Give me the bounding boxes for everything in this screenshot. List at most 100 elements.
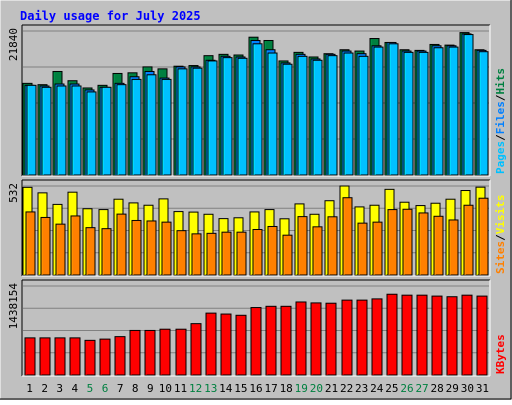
x-axis: 1 2 3 4 5 6 7 8 9 10 11 12 13 14 15 16 17 18 19 20 21 22 23 24 2… (26, 382, 489, 395)
bar-pages-day-29 (448, 46, 459, 176)
chart-title: Daily usage for July 2025 (20, 9, 201, 23)
y-max-label: 1438154 (7, 283, 20, 330)
x-tick-label-day-27: 27 (415, 382, 428, 395)
panel-kbytes: 1438154 KBytes (7, 279, 507, 377)
x-tick-label-day-17: 17 (264, 382, 277, 395)
bar-kbytes-day-30 (461, 294, 473, 376)
bar-sites-day-20 (312, 226, 323, 276)
bar-kbytes-day-17 (265, 305, 277, 376)
x-tick-label-day-12: 12 (189, 382, 202, 395)
bar-kbytes-day-28 (431, 295, 443, 376)
x-tick-label-day-28: 28 (431, 382, 444, 395)
bar-pages-day-23 (358, 55, 369, 176)
x-tick-label-day-2: 2 (41, 382, 48, 395)
bar-kbytes-day-3 (54, 337, 66, 376)
x-tick-label-day-10: 10 (159, 382, 172, 395)
x-tick-label-day-24: 24 (370, 382, 384, 395)
bar-sites-day-24 (372, 221, 383, 276)
bar-sites-day-6 (101, 228, 112, 276)
bar-pages-day-22 (343, 52, 354, 176)
legend-item: / (494, 234, 507, 241)
x-tick-label-day-3: 3 (56, 382, 63, 395)
bar-kbytes-day-31 (476, 295, 488, 376)
bar-sites-day-5 (85, 227, 96, 276)
legend-item: / (494, 134, 507, 141)
bar-kbytes-day-20 (310, 302, 322, 376)
bar-sites-day-22 (342, 197, 353, 276)
bar-pages-day-17 (267, 52, 278, 176)
bar-pages-day-9 (146, 74, 157, 176)
bar-sites-day-31 (478, 197, 489, 276)
x-tick-label-day-29: 29 (446, 382, 459, 395)
x-tick-label-day-4: 4 (72, 382, 79, 395)
bar-sites-day-30 (463, 204, 474, 276)
panels-layer: 21840Pages/Files/Hits532Sites/Visits1438… (7, 24, 507, 377)
bar-sites-day-28 (433, 215, 444, 276)
bar-sites-day-15 (236, 231, 247, 276)
legend-item: KBytes (494, 334, 507, 374)
x-tick-label-day-1: 1 (26, 382, 33, 395)
bar-pages-day-21 (327, 55, 338, 176)
bar-sites-day-3 (55, 223, 66, 276)
legend-item: Sites (494, 241, 507, 274)
bar-pages-day-10 (161, 78, 172, 176)
bar-pages-day-19 (297, 55, 308, 176)
bar-kbytes-day-4 (69, 337, 81, 376)
bar-kbytes-day-26 (401, 294, 413, 376)
bar-pages-day-13 (207, 60, 218, 176)
bar-pages-day-8 (131, 78, 142, 176)
bar-kbytes-day-27 (416, 294, 428, 376)
bar-sites-day-17 (267, 225, 278, 276)
bar-pages-day-4 (71, 85, 82, 176)
bar-sites-day-9 (146, 220, 157, 276)
bar-kbytes-day-22 (341, 299, 353, 376)
x-tick-label-day-11: 11 (174, 382, 187, 395)
bar-sites-day-12 (191, 233, 202, 276)
bar-kbytes-day-13 (205, 312, 217, 376)
x-tick-label-day-14: 14 (219, 382, 233, 395)
bar-kbytes-day-12 (190, 323, 202, 376)
x-tick-label-day-20: 20 (310, 382, 323, 395)
bar-sites-day-13 (206, 232, 217, 276)
bar-kbytes-day-11 (175, 328, 187, 376)
bar-sites-day-11 (176, 230, 187, 276)
x-tick-label-day-31: 31 (476, 382, 489, 395)
bar-kbytes-day-10 (159, 328, 171, 376)
x-tick-label-day-30: 30 (461, 382, 474, 395)
bar-pages-day-27 (418, 51, 429, 176)
bar-kbytes-day-19 (295, 301, 307, 376)
panel-hits_files_pages: 21840 Pages/Files/Hits (7, 24, 507, 177)
bar-pages-day-24 (373, 46, 384, 176)
bar-sites-day-23 (357, 222, 368, 276)
x-tick-label-day-13: 13 (204, 382, 217, 395)
x-tick-label-day-19: 19 (295, 382, 308, 395)
bar-pages-day-26 (403, 51, 414, 176)
bar-sites-day-10 (161, 221, 172, 276)
bar-kbytes-day-6 (99, 338, 111, 376)
bar-pages-day-5 (86, 91, 97, 176)
bar-pages-day-25 (388, 43, 399, 176)
bar-pages-day-11 (177, 68, 188, 176)
bar-sites-day-27 (418, 212, 429, 276)
bar-sites-day-8 (131, 219, 142, 276)
bar-kbytes-day-15 (235, 314, 247, 376)
bar-pages-day-2 (41, 86, 52, 176)
bar-sites-day-25 (387, 209, 398, 276)
bar-sites-day-21 (327, 216, 338, 276)
bar-pages-day-15 (237, 57, 248, 176)
x-tick-label-day-26: 26 (400, 382, 413, 395)
legend-kbytes: KBytes (494, 334, 507, 374)
bar-pages-day-18 (282, 63, 293, 176)
legend-item: Files (494, 101, 507, 134)
x-tick-label-day-6: 6 (102, 382, 109, 395)
bar-kbytes-day-5 (84, 339, 96, 376)
legend-hits_files_pages: Pages/Files/Hits (494, 68, 507, 174)
bar-pages-day-28 (433, 47, 444, 176)
y-max-label: 21840 (7, 28, 20, 61)
bar-pages-day-12 (192, 67, 203, 176)
bar-kbytes-day-23 (356, 299, 368, 376)
x-tick-label-day-8: 8 (132, 382, 139, 395)
bar-kbytes-day-9 (144, 329, 156, 376)
bar-pages-day-31 (478, 51, 489, 176)
